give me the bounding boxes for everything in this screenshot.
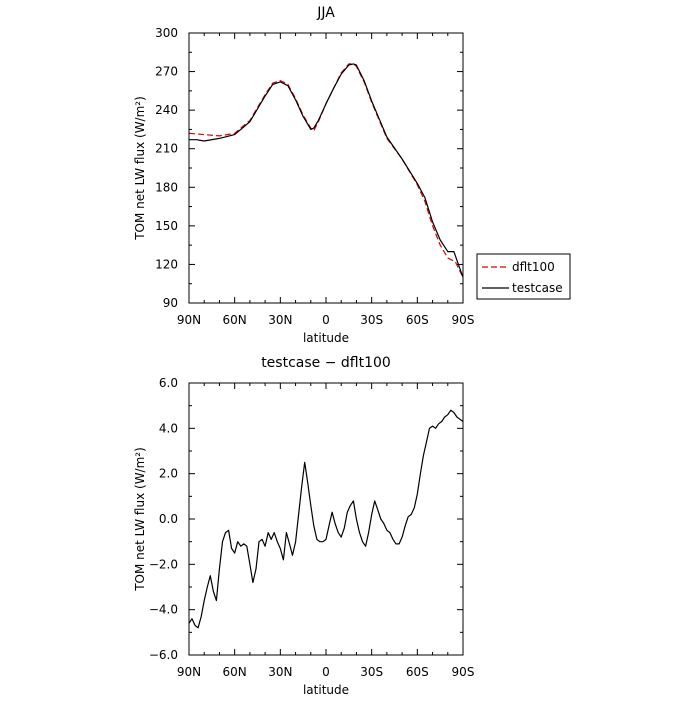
y-axis-label: TOM net LW flux (W/m²)	[133, 447, 147, 592]
y-tick-label: 120	[155, 257, 178, 271]
x-tick-label: 30S	[360, 313, 383, 327]
y-tick-label: −6.0	[149, 648, 178, 662]
x-tick-label: 90N	[177, 665, 201, 679]
legend-box	[476, 253, 571, 300]
plot-frame	[188, 32, 464, 304]
y-axis-label: TOM net LW flux (W/m²)	[133, 96, 147, 241]
y-tick-label: 150	[155, 219, 178, 233]
chart-title: testcase − dflt100	[261, 355, 391, 371]
x-tick-label: 60S	[406, 313, 429, 327]
x-axis-label: latitude	[303, 331, 349, 345]
x-tick-label: 0	[322, 313, 330, 327]
y-tick-label: 0.0	[159, 512, 178, 526]
y-tick-label: −2.0	[149, 557, 178, 571]
chart-title: JJA	[316, 5, 335, 21]
y-tick-label: −4.0	[149, 603, 178, 617]
x-tick-label: 60N	[223, 665, 247, 679]
x-tick-label: 90N	[177, 313, 201, 327]
plot-frame	[188, 382, 464, 656]
y-tick-label: 240	[155, 103, 178, 117]
legend-label-testcase: testcase	[512, 281, 563, 295]
y-tick-label: 210	[155, 142, 178, 156]
legend: dflt100 testcase	[476, 253, 571, 300]
x-tick-label: 60N	[223, 313, 247, 327]
x-tick-label: 0	[322, 665, 330, 679]
x-axis-label: latitude	[303, 683, 349, 697]
x-tick-label: 30S	[360, 665, 383, 679]
series-line-series-1	[188, 409, 464, 629]
y-tick-label: 2.0	[159, 467, 178, 481]
chart-2: 90N 60N 30N 0 30S 60S 90S −6.0 −4.0 −2.0 0.0 2.0 4.0…	[133, 355, 474, 697]
x-tick-label: 90S	[452, 313, 475, 327]
y-tick-label: 270	[155, 65, 178, 79]
y-tick-label: 180	[155, 180, 178, 194]
x-tick-label: 60S	[406, 665, 429, 679]
x-tick-label: 30N	[268, 665, 292, 679]
y-tick-label: 6.0	[159, 376, 178, 390]
series-line-testcase	[189, 63, 464, 278]
series-line-dflt100	[188, 63, 464, 278]
x-tick-label: 30N	[268, 313, 292, 327]
x-tick-label: 90S	[452, 665, 475, 679]
chart-1: 90N 60N 30N 0 30S 60S 90S 90 120 150 180 210 240 270 3…	[133, 5, 571, 345]
y-tick-label: 4.0	[159, 421, 178, 435]
y-tick-label: 300	[155, 26, 178, 40]
y-tick-label: 90	[163, 296, 178, 310]
legend-label-dflt100: dflt100	[512, 260, 555, 274]
